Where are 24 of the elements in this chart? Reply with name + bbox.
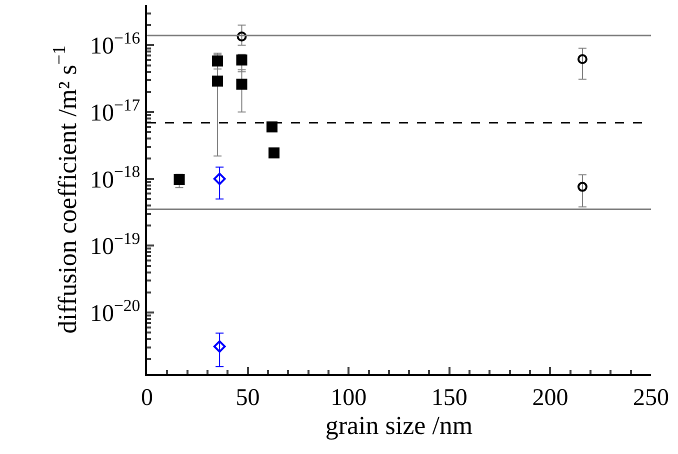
point [266,121,278,132]
x-tick-label: 0 [141,384,153,411]
point [236,54,248,66]
x-tick-label: 50 [236,384,260,411]
x-axis-title: grain size /nm [325,410,473,440]
point [577,54,588,64]
point [236,32,247,42]
point [268,147,280,158]
point [212,76,224,87]
point [213,172,226,186]
x-tick-label: 150 [431,384,468,411]
y-tick-label: 10$^{−19}$ [90,228,140,260]
y-tick-label: 10$^{−18}$ [90,162,140,194]
x-tick-label: 100 [330,384,367,411]
y-tick-label: 10$^{−17}$ [90,95,140,126]
point [212,56,224,67]
point [577,182,588,192]
y-tick-label: 10$^{−16}$ [90,28,140,60]
point [236,78,248,90]
x-tick-label: 250 [633,384,669,411]
y-tick-label: 10$^{−20}$ [90,296,140,327]
point [174,174,185,185]
x-tick-label: 200 [532,384,568,411]
point [213,340,226,353]
